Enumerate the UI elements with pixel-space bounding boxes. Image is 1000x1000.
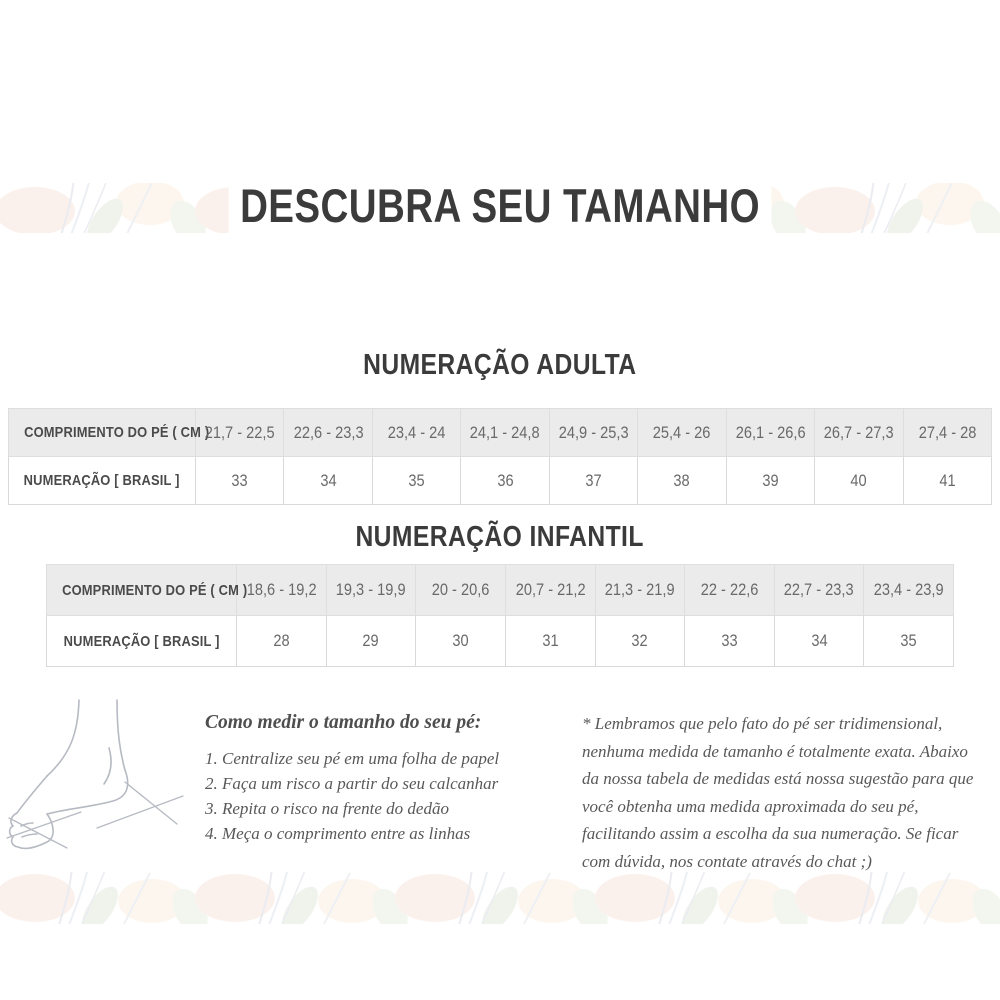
size-disclaimer-note: * Lembramos que pelo fato do pé ser trid… <box>582 714 974 871</box>
adult-foot-length-cell: 24,1 - 24,8 <box>460 408 550 457</box>
kids-foot-length-cell: 22,7 - 23,3 <box>773 564 865 616</box>
adult-size-label: NUMERAÇÃO [ BRASIL ] <box>8 456 196 505</box>
page-title: DESCUBRA SEU TAMANHO <box>0 178 1000 234</box>
adult-size-cell: 39 <box>725 456 816 505</box>
floral-watermark-bottom-icon <box>0 867 1000 941</box>
kids-foot-length-cell: 23,4 - 23,9 <box>863 564 954 616</box>
kids-foot-length-cell: 20 - 20,6 <box>415 564 506 616</box>
kids-size-row: NUMERAÇÃO [ BRASIL ] 28 29 30 31 32 33 3… <box>46 615 954 667</box>
kids-section-heading: NUMERAÇÃO INFANTIL <box>355 521 645 553</box>
adult-foot-length-cell: 27,4 - 28 <box>902 408 992 457</box>
adult-size-cell: 40 <box>814 456 904 505</box>
how-to-heading: Como medir o tamanho do seu pé: <box>205 712 482 733</box>
adult-foot-length-cell: 25,4 - 26 <box>637 408 727 457</box>
adult-size-cell: 33 <box>194 456 285 505</box>
kids-size-cell: 33 <box>684 615 775 667</box>
kids-size-cell: 30 <box>415 615 506 667</box>
foot-illustration-icon <box>5 698 190 865</box>
kids-foot-length-row: COMPRIMENTO DO PÉ ( CM ) 18,6 - 19,2 19,… <box>46 564 954 616</box>
how-to-step-1: 1. Centralize seu pé em uma folha de pap… <box>205 749 500 768</box>
adult-foot-length-cell: 26,1 - 26,6 <box>725 408 816 457</box>
how-to-step-3: 3. Repita o risco na frente do dedão <box>205 799 449 818</box>
adult-size-row: NUMERAÇÃO [ BRASIL ] 33 34 35 36 37 38 3… <box>8 456 992 505</box>
kids-foot-length-cell: 22 - 22,6 <box>684 564 775 616</box>
adult-size-table: COMPRIMENTO DO PÉ ( CM ) 21,7 - 22,5 22,… <box>8 408 992 505</box>
how-to-measure-block: Como medir o tamanho do seu pé: 1. Centr… <box>205 712 573 846</box>
kids-foot-length-cell: 18,6 - 19,2 <box>236 564 327 616</box>
adult-size-cell: 38 <box>637 456 727 505</box>
adult-foot-length-label: COMPRIMENTO DO PÉ ( CM ) <box>8 408 209 457</box>
adult-size-cell: 37 <box>548 456 639 505</box>
kids-size-cell: 29 <box>325 615 417 667</box>
adult-foot-length-cell: 23,4 - 24 <box>371 408 462 457</box>
adult-foot-length-row: COMPRIMENTO DO PÉ ( CM ) 21,7 - 22,5 22,… <box>8 408 992 457</box>
kids-size-table: COMPRIMENTO DO PÉ ( CM ) 18,6 - 19,2 19,… <box>46 564 954 667</box>
kids-foot-length-cell: 19,3 - 19,9 <box>325 564 417 616</box>
kids-foot-length-cell: 21,3 - 21,9 <box>594 564 686 616</box>
adult-size-cell: 34 <box>283 456 373 505</box>
kids-size-cell: 34 <box>773 615 865 667</box>
adult-section-heading: NUMERAÇÃO ADULTA <box>363 349 637 381</box>
kids-size-cell: 32 <box>594 615 686 667</box>
kids-size-cell: 35 <box>863 615 954 667</box>
kids-foot-length-cell: 20,7 - 21,2 <box>504 564 596 616</box>
kids-size-label: NUMERAÇÃO [ BRASIL ] <box>46 615 237 667</box>
adult-foot-length-cell: 24,9 - 25,3 <box>548 408 639 457</box>
kids-foot-length-label: COMPRIMENTO DO PÉ ( CM ) <box>46 564 247 616</box>
how-to-step-4: 4. Meça o comprimento entre as linhas <box>205 824 471 843</box>
adult-size-cell: 41 <box>902 456 992 505</box>
adult-size-cell: 36 <box>460 456 550 505</box>
adult-foot-length-cell: 22,6 - 23,3 <box>283 408 373 457</box>
kids-size-cell: 28 <box>236 615 327 667</box>
how-to-step-2: 2. Faça um risco a partir do seu calcanh… <box>205 774 499 793</box>
adult-size-cell: 35 <box>371 456 462 505</box>
adult-foot-length-cell: 26,7 - 27,3 <box>814 408 904 457</box>
kids-size-cell: 31 <box>504 615 596 667</box>
adult-foot-length-cell: 21,7 - 22,5 <box>194 408 285 457</box>
